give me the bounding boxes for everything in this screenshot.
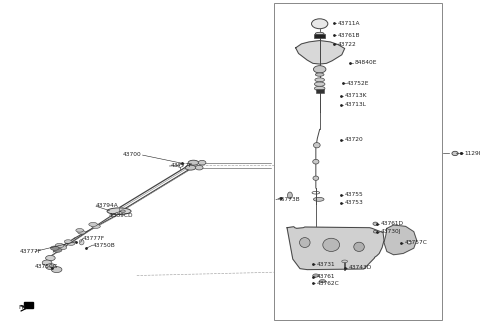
Text: 43700: 43700: [123, 152, 142, 157]
Ellipse shape: [46, 255, 55, 261]
Ellipse shape: [314, 82, 325, 86]
Text: 43743D: 43743D: [348, 265, 372, 271]
Text: 1339CD: 1339CD: [109, 213, 133, 218]
Text: 43777F: 43777F: [83, 236, 105, 241]
Text: 43777F: 43777F: [170, 163, 192, 169]
Bar: [24, 302, 33, 308]
Text: 43755: 43755: [345, 192, 363, 197]
Ellipse shape: [42, 260, 52, 265]
Text: 43730J: 43730J: [381, 229, 401, 234]
Ellipse shape: [312, 191, 320, 194]
Ellipse shape: [314, 86, 325, 91]
Ellipse shape: [452, 151, 458, 156]
Ellipse shape: [198, 160, 206, 165]
Ellipse shape: [313, 274, 319, 277]
Ellipse shape: [195, 165, 203, 170]
Polygon shape: [384, 225, 417, 255]
Ellipse shape: [78, 230, 85, 234]
Ellipse shape: [313, 197, 324, 201]
Text: 43761D: 43761D: [381, 221, 404, 226]
Text: 43757C: 43757C: [405, 240, 428, 245]
Ellipse shape: [89, 222, 97, 226]
Ellipse shape: [288, 192, 292, 199]
Ellipse shape: [120, 210, 125, 213]
Text: 43753: 43753: [345, 200, 363, 206]
Ellipse shape: [313, 66, 326, 73]
Ellipse shape: [55, 244, 64, 248]
Ellipse shape: [313, 176, 319, 180]
Ellipse shape: [58, 246, 67, 249]
Ellipse shape: [312, 19, 328, 29]
Text: 43731: 43731: [317, 261, 336, 267]
Ellipse shape: [342, 260, 348, 263]
Ellipse shape: [67, 242, 75, 246]
Ellipse shape: [185, 165, 196, 170]
Ellipse shape: [64, 240, 72, 244]
Text: 43720: 43720: [345, 137, 363, 143]
Text: 43750G: 43750G: [35, 264, 58, 269]
Ellipse shape: [323, 238, 339, 251]
Ellipse shape: [51, 267, 62, 273]
Ellipse shape: [79, 240, 84, 245]
Ellipse shape: [407, 241, 412, 244]
Ellipse shape: [50, 246, 59, 250]
Text: 84840E: 84840E: [354, 60, 377, 65]
Polygon shape: [287, 227, 384, 270]
Ellipse shape: [313, 159, 319, 164]
Text: 43762C: 43762C: [317, 280, 339, 286]
Ellipse shape: [76, 228, 84, 232]
Ellipse shape: [354, 242, 364, 251]
Bar: [314, 34, 325, 38]
Text: 43761: 43761: [317, 274, 336, 279]
Ellipse shape: [188, 160, 199, 165]
Text: 43722: 43722: [337, 42, 356, 47]
Text: 43794A: 43794A: [96, 203, 119, 208]
Polygon shape: [296, 41, 345, 64]
Ellipse shape: [315, 78, 324, 82]
Ellipse shape: [313, 143, 320, 148]
Ellipse shape: [315, 32, 324, 35]
Text: 43713K: 43713K: [345, 93, 367, 98]
Ellipse shape: [300, 238, 310, 248]
Ellipse shape: [373, 230, 377, 233]
Text: 46773B: 46773B: [277, 197, 300, 202]
Ellipse shape: [92, 224, 100, 228]
Text: 1129KJ: 1129KJ: [465, 151, 480, 156]
Bar: [274, 3, 442, 320]
Text: 43711A: 43711A: [337, 20, 360, 26]
Bar: [316, 89, 324, 93]
Text: 43750B: 43750B: [93, 243, 115, 248]
Text: 43777F: 43777F: [20, 249, 42, 254]
Ellipse shape: [373, 222, 378, 225]
Ellipse shape: [320, 280, 325, 283]
Ellipse shape: [315, 73, 324, 76]
Ellipse shape: [46, 264, 56, 270]
Ellipse shape: [178, 164, 182, 167]
Ellipse shape: [53, 248, 62, 252]
Text: 43752E: 43752E: [347, 81, 370, 86]
Text: FR.: FR.: [18, 305, 27, 310]
Ellipse shape: [107, 208, 131, 214]
Text: 43713L: 43713L: [345, 102, 367, 108]
Text: 43761B: 43761B: [337, 33, 360, 38]
